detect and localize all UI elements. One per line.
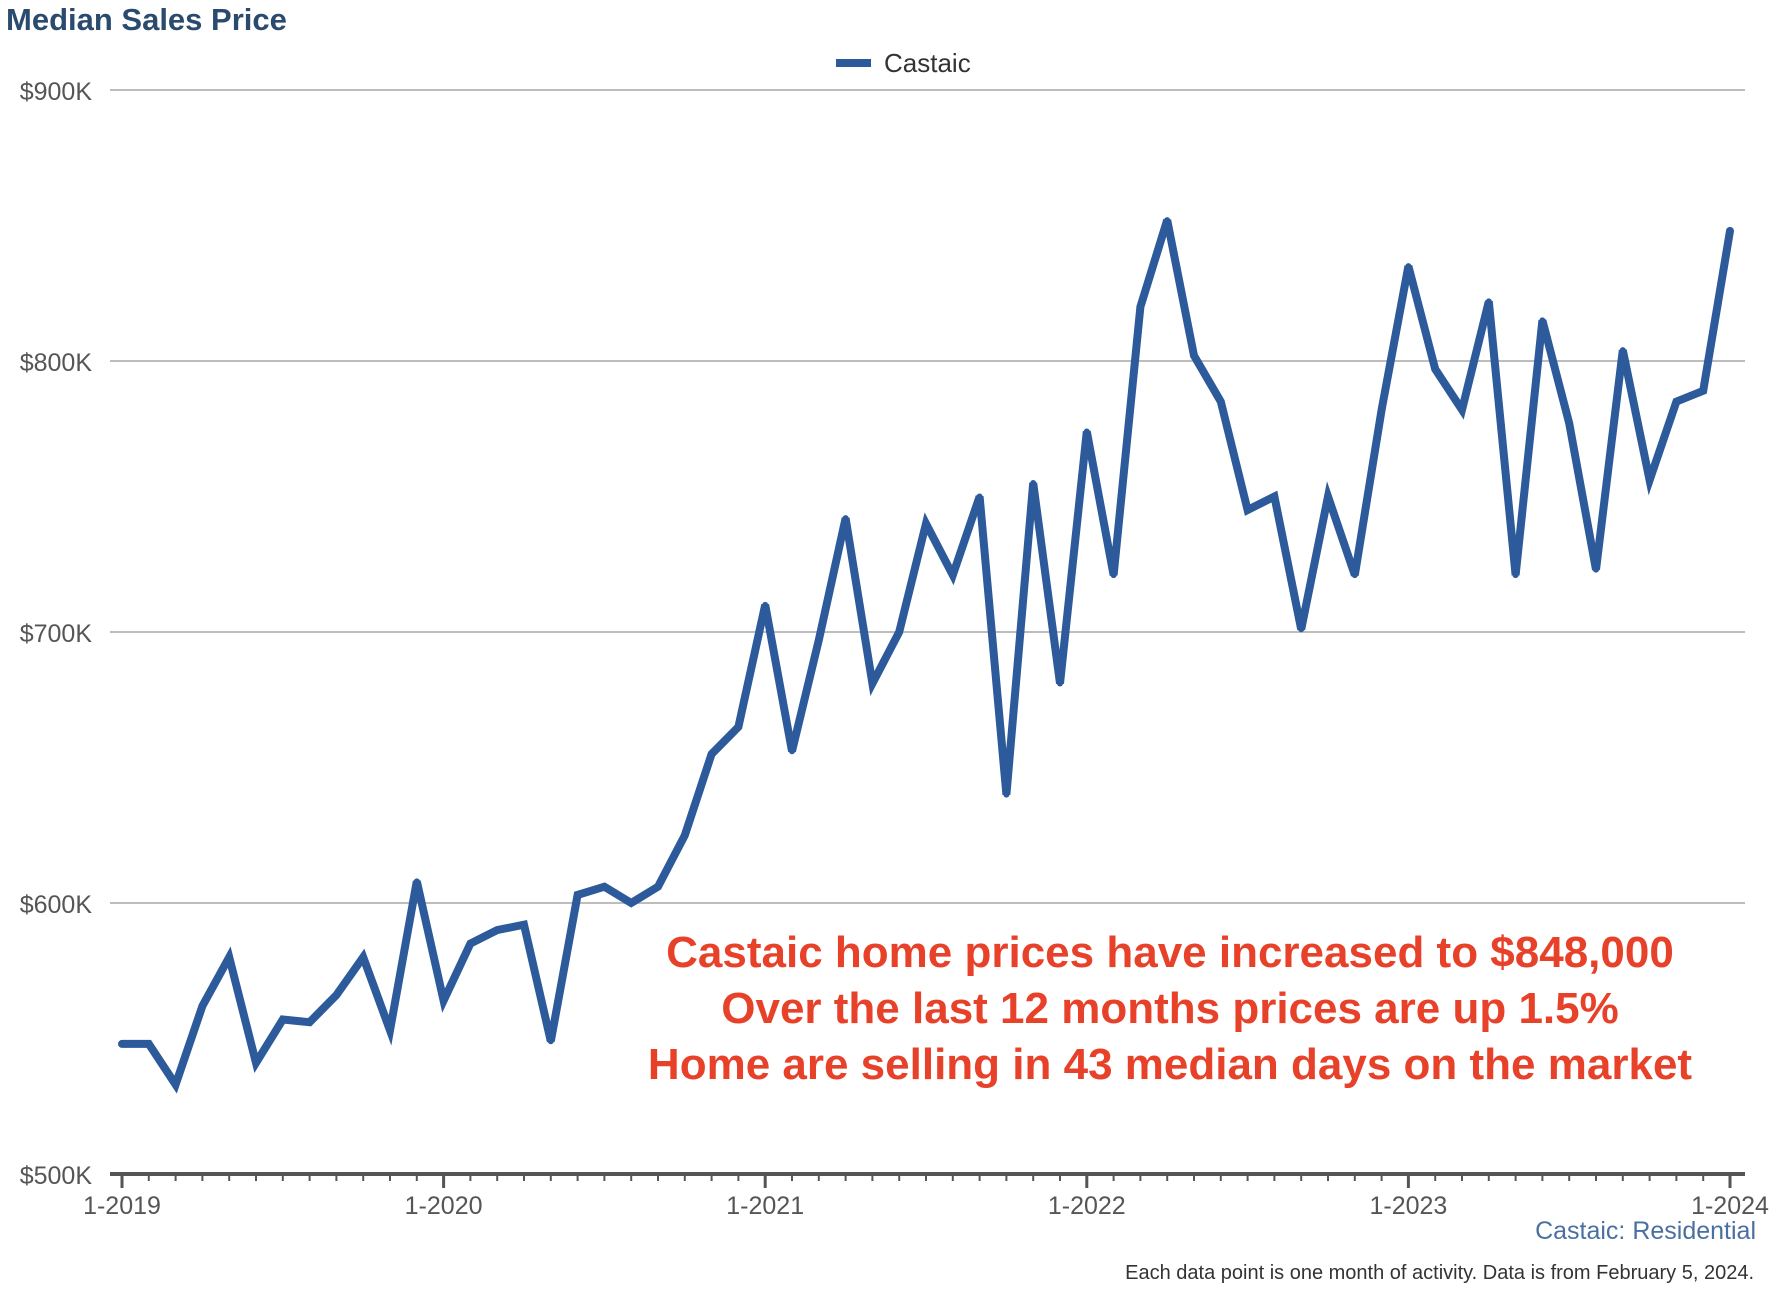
- data-point: [199, 1002, 206, 1009]
- data-point: [1191, 352, 1197, 359]
- data-point: [1539, 317, 1546, 324]
- data-point: [494, 927, 501, 934]
- data-point: [1351, 572, 1358, 579]
- y-tick-label: $600K: [20, 891, 93, 919]
- data-point: [1566, 420, 1573, 427]
- data-point: [1083, 428, 1090, 435]
- data-point: [145, 1040, 152, 1047]
- data-point: [1298, 626, 1305, 633]
- data-point: [708, 750, 715, 757]
- chart-title: Median Sales Price: [6, 2, 287, 37]
- footnote: Each data point is one month of activity…: [1125, 1262, 1754, 1284]
- data-point: [521, 921, 527, 928]
- data-point: [762, 601, 769, 608]
- y-tick-label: $800K: [20, 349, 93, 377]
- data-point: [387, 1027, 393, 1034]
- data-point: [1727, 227, 1733, 234]
- data-point: [1244, 507, 1251, 514]
- data-point: [1432, 366, 1439, 373]
- data-point: [1271, 493, 1278, 500]
- x-tick-label: 1-2021: [726, 1192, 804, 1220]
- data-point: [360, 954, 367, 961]
- data-point: [976, 493, 983, 500]
- data-point: [226, 954, 233, 961]
- data-point: [949, 572, 956, 579]
- x-axis: 1-2019 1-2020 1-2021 1-2022 1-2023 1-2024: [83, 1172, 1769, 1220]
- annotation-line: Castaic home prices have increased to $8…: [666, 928, 1674, 977]
- data-point: [1164, 217, 1171, 224]
- data-point: [1700, 387, 1707, 394]
- data-point: [1459, 406, 1465, 413]
- legend-label: Castaic: [884, 48, 971, 78]
- data-point: [1325, 493, 1331, 500]
- data-point: [467, 940, 474, 947]
- data-point: [1405, 263, 1412, 270]
- y-tick-label: $900K: [20, 78, 93, 106]
- source-label: Castaic: Residential: [1535, 1217, 1756, 1245]
- data-point: [1137, 303, 1144, 310]
- data-point: [1110, 572, 1117, 579]
- annotation-line: Home are selling in 43 median days on th…: [648, 1040, 1692, 1089]
- data-point: [1378, 406, 1385, 413]
- data-point: [896, 629, 903, 635]
- data-point: [306, 1019, 313, 1026]
- x-tick-label: 1-2022: [1048, 1192, 1126, 1220]
- data-point: [574, 891, 581, 898]
- data-point: [1003, 791, 1010, 798]
- data-point: [601, 883, 608, 890]
- data-point: [869, 680, 876, 687]
- data-point: [1217, 398, 1224, 405]
- data-point: [440, 997, 447, 1004]
- y-tick-labels: $500K $600K $700K $800K $900K: [20, 78, 93, 1190]
- series-castaic: [118, 217, 1734, 1094]
- x-tick-label: 1-2019: [83, 1192, 161, 1220]
- data-point: [628, 900, 635, 906]
- x-tick-label: 1-2024: [1691, 1192, 1769, 1220]
- data-point: [1673, 398, 1680, 405]
- data-point: [333, 992, 340, 999]
- data-point: [119, 1040, 125, 1047]
- annotation: Castaic home prices have increased to $8…: [648, 928, 1692, 1089]
- data-point: [681, 832, 688, 839]
- data-point: [1646, 477, 1653, 484]
- data-point: [1057, 680, 1063, 687]
- data-point: [172, 1081, 179, 1088]
- legend: Castaic: [836, 48, 971, 78]
- data-point: [655, 883, 661, 890]
- x-tick-label: 1-2020: [405, 1192, 483, 1220]
- data-point: [1485, 298, 1492, 305]
- data-point: [815, 637, 822, 644]
- y-tick-label: $700K: [20, 620, 93, 648]
- data-point: [1030, 479, 1037, 486]
- data-point: [1512, 572, 1519, 579]
- gridlines: [110, 89, 1745, 904]
- data-point: [279, 1016, 286, 1023]
- x-tick-label: 1-2023: [1369, 1192, 1447, 1220]
- data-point: [413, 878, 420, 885]
- data-point: [789, 748, 795, 755]
- data-point: [923, 520, 929, 527]
- data-point: [842, 515, 849, 522]
- annotation-line: Over the last 12 months prices are up 1.…: [721, 984, 1618, 1033]
- data-point: [1619, 347, 1626, 354]
- y-tick-label: $500K: [20, 1162, 93, 1190]
- data-point: [1593, 566, 1599, 573]
- data-point: [547, 1038, 554, 1045]
- data-point: [253, 1059, 259, 1066]
- data-point: [735, 723, 742, 730]
